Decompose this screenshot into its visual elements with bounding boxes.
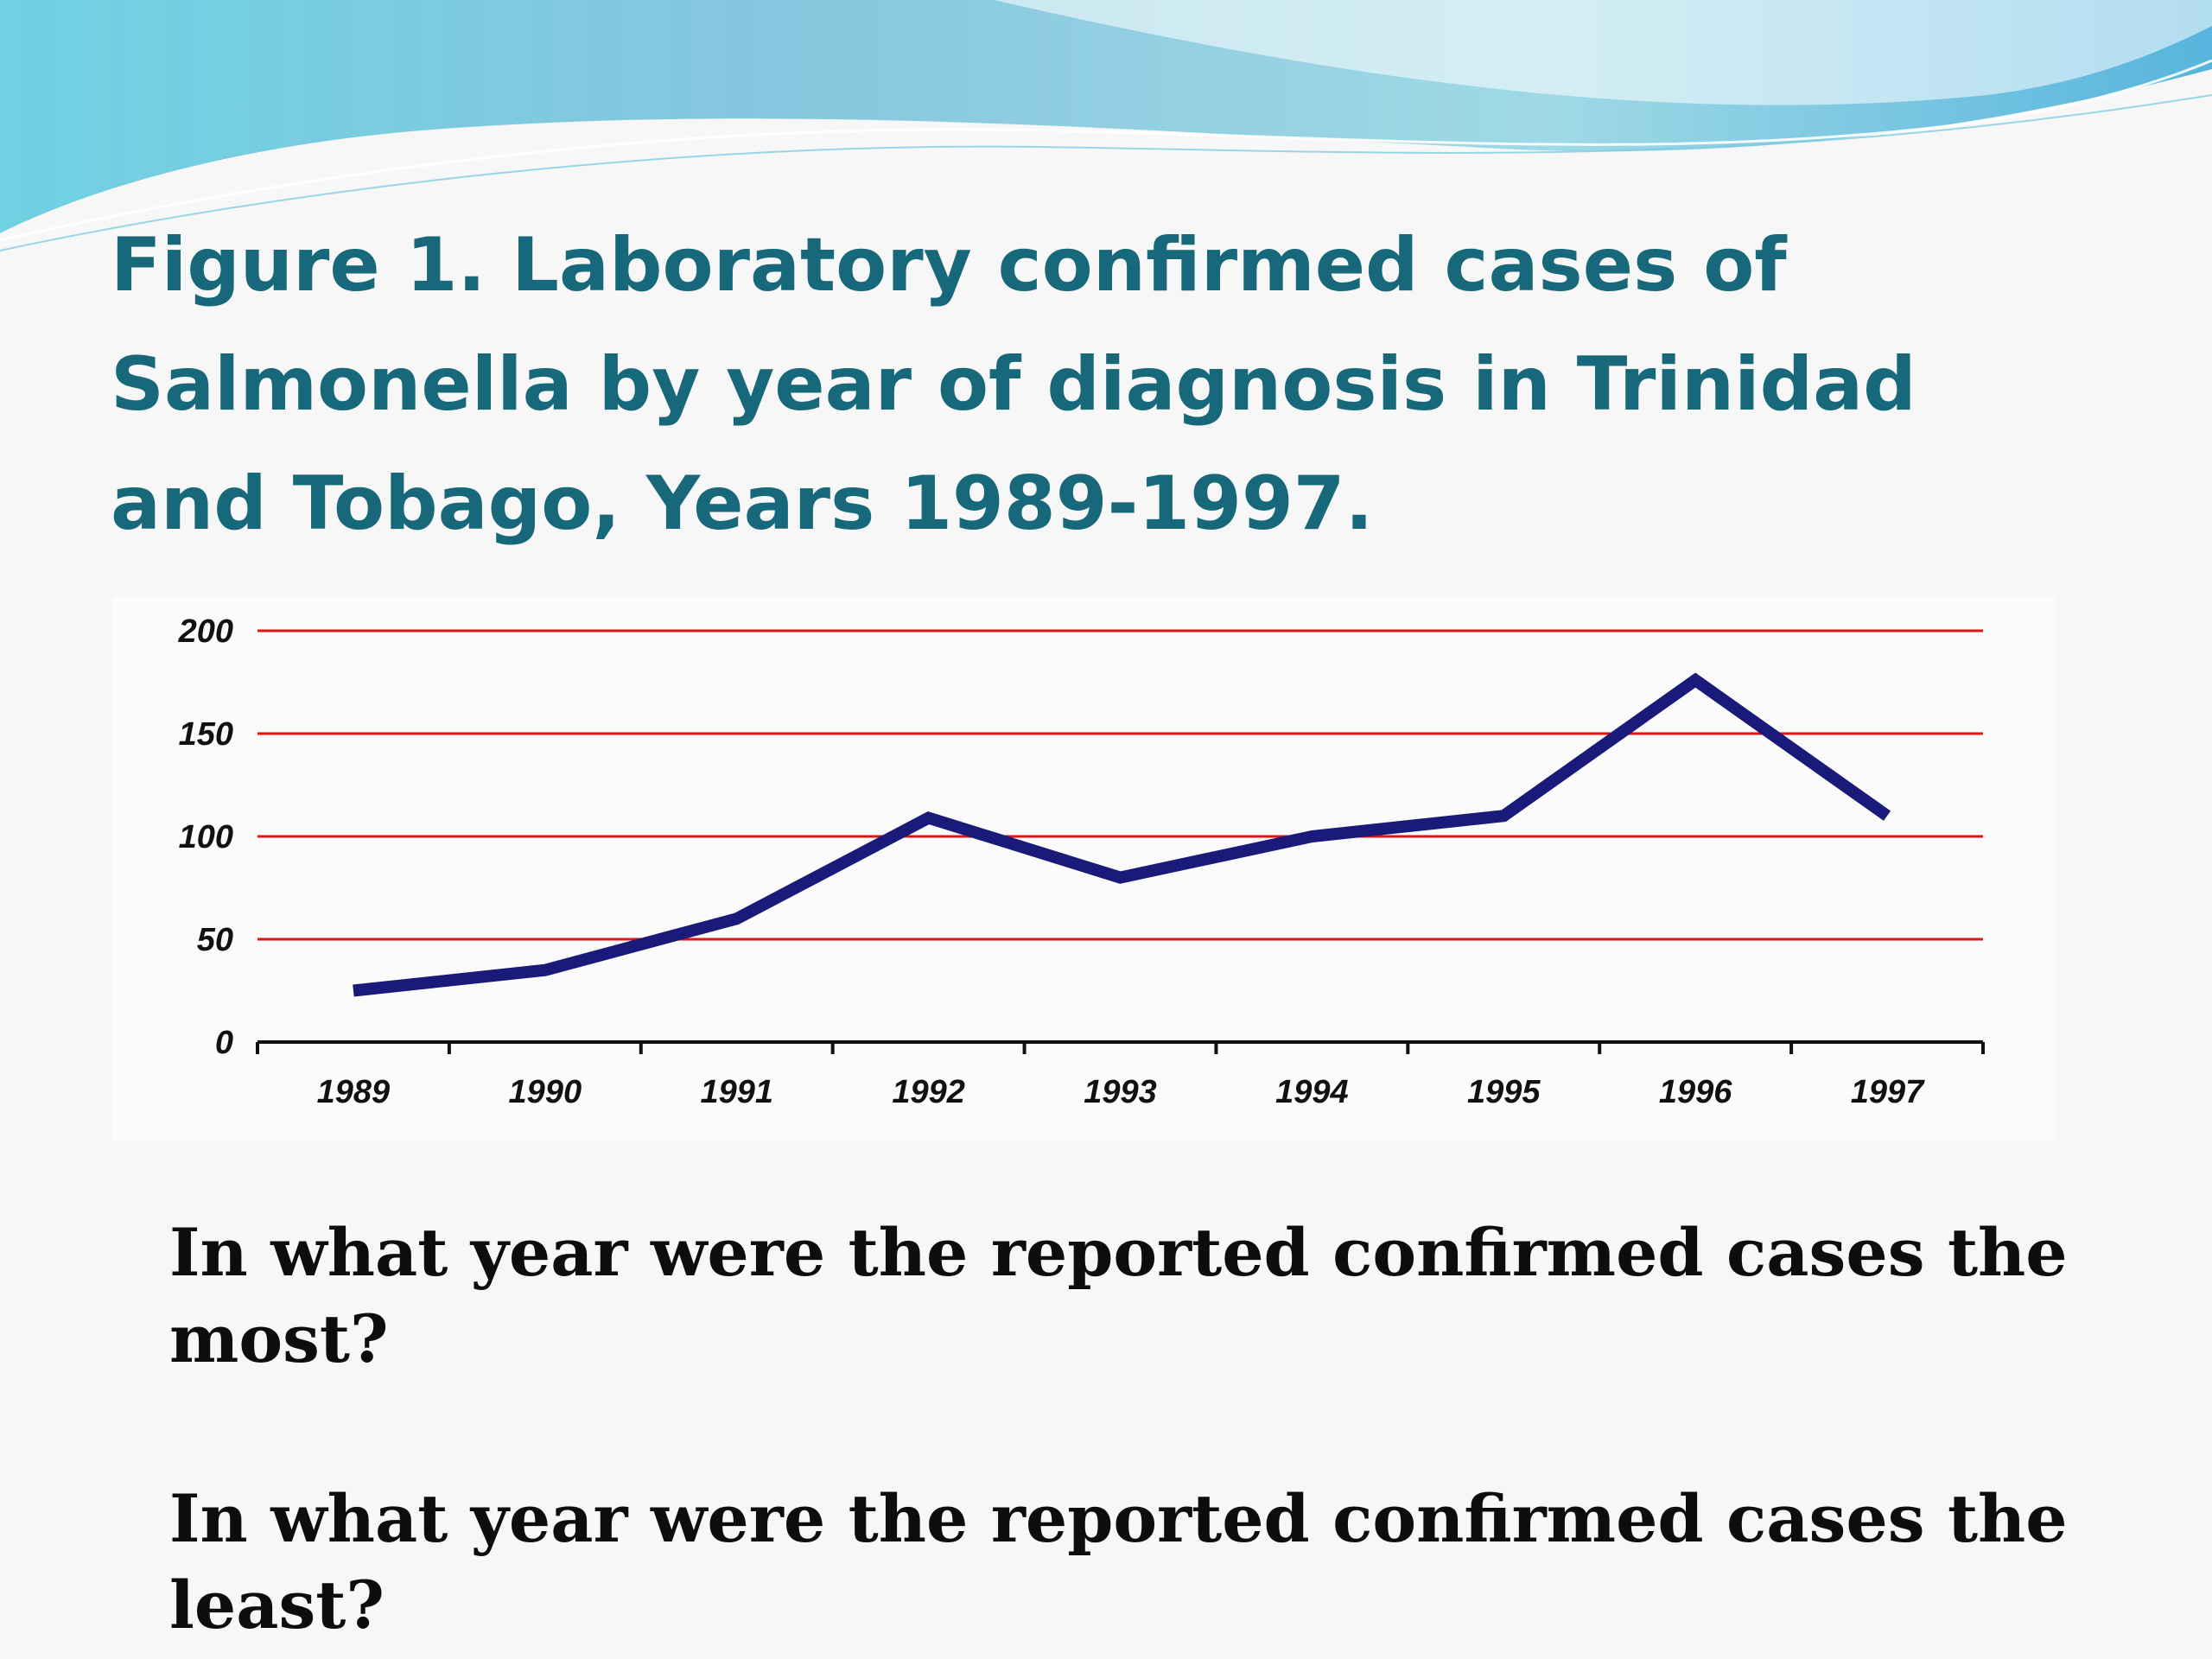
question-most: In what year were the reported confirmed… bbox=[169, 1214, 2068, 1377]
slide-title: Figure 1. Laboratory confirmed cases of … bbox=[111, 222, 1916, 547]
gridlines bbox=[257, 629, 1983, 941]
wave-line bbox=[0, 94, 2212, 251]
y-tick-label: 0 bbox=[215, 1025, 233, 1061]
wave-line bbox=[0, 59, 2212, 242]
y-tick-label: 200 bbox=[178, 613, 233, 650]
decorative-wave-header bbox=[0, 0, 2212, 251]
series-line bbox=[353, 672, 1891, 997]
x-tick-label: 1996 bbox=[1659, 1074, 1732, 1110]
x-axis bbox=[256, 1040, 1985, 1054]
x-tick-label: 1989 bbox=[317, 1074, 391, 1110]
y-tick-label: 100 bbox=[179, 819, 233, 855]
x-tick-label: 1994 bbox=[1275, 1074, 1349, 1110]
line-chart: 0 50 100 150 200 1989 1990 1991 1992 1993 1994 1995… bbox=[178, 613, 1985, 1110]
series-layer bbox=[353, 672, 1891, 997]
x-tick-label: 1997 bbox=[1851, 1074, 1925, 1110]
chart-panel: 0 50 100 150 200 1989 1990 1991 1992 1993 1994 1995… bbox=[112, 596, 2056, 1141]
y-tick-label: 50 bbox=[197, 922, 233, 958]
question-least: In what year were the reported confirmed… bbox=[169, 1480, 2068, 1643]
x-tick-label: 1991 bbox=[700, 1074, 773, 1110]
x-tick-label: 1992 bbox=[892, 1074, 965, 1110]
x-tick-label: 1990 bbox=[509, 1074, 582, 1110]
y-tick-label: 150 bbox=[179, 716, 233, 753]
x-tick-label: 1995 bbox=[1467, 1074, 1541, 1110]
x-tick-label: 1993 bbox=[1084, 1074, 1157, 1110]
tick-labels: 0 50 100 150 200 1989 1990 1991 1992 1993 1994 1995… bbox=[178, 613, 1926, 1110]
wave-highlight bbox=[994, 0, 2212, 105]
